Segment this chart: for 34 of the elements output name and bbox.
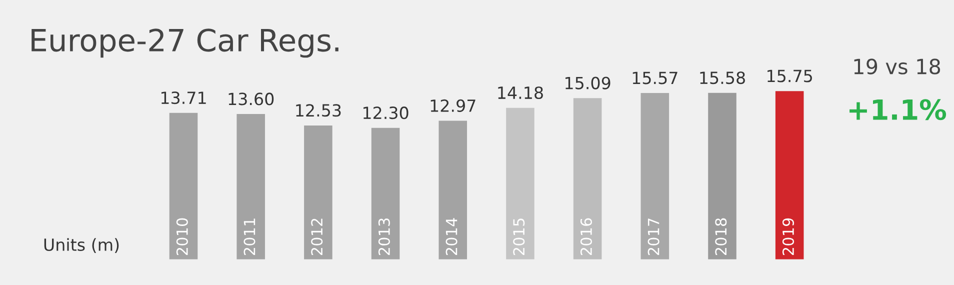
x-tick-label: 2019 xyxy=(782,218,794,256)
x-tick-label: 2013 xyxy=(378,218,390,256)
text: +1.1% xyxy=(850,99,946,120)
data-label: 12.30 xyxy=(364,106,408,120)
x-tick-label: 2011 xyxy=(244,218,256,256)
data-label: 15.58 xyxy=(700,71,745,84)
data-label: 15.09 xyxy=(566,76,610,90)
data-label: 13.60 xyxy=(228,92,274,106)
x-tick-label: 2014 xyxy=(446,218,458,256)
x-tick-label: 2012 xyxy=(311,218,323,256)
bar xyxy=(573,98,602,260)
bar xyxy=(438,120,468,260)
x-tick-label: 2010 xyxy=(176,218,188,256)
bar xyxy=(775,91,804,260)
bar xyxy=(304,125,332,260)
bar xyxy=(169,112,198,260)
bar xyxy=(708,92,736,260)
data-label: 13.71 xyxy=(161,91,206,104)
text: 19 vs 18 xyxy=(854,58,940,74)
data-label: 14.18 xyxy=(498,86,543,100)
y-axis-title: Units (m) xyxy=(44,238,119,253)
x-tick-label: 2017 xyxy=(648,218,660,256)
data-label: 12.97 xyxy=(430,99,476,112)
x-tick-label: 2018 xyxy=(715,218,727,256)
data-label: 15.57 xyxy=(632,72,678,84)
data-label: 15.75 xyxy=(768,70,812,82)
chart-title: Europe-27 Car Regs. xyxy=(32,28,338,58)
bar xyxy=(371,128,400,260)
x-tick-label: 2016 xyxy=(580,218,592,256)
data-label: 12.53 xyxy=(296,104,341,117)
bar xyxy=(506,108,534,260)
bar xyxy=(236,114,265,260)
bar xyxy=(640,92,670,260)
x-tick-label: 2015 xyxy=(513,218,525,256)
